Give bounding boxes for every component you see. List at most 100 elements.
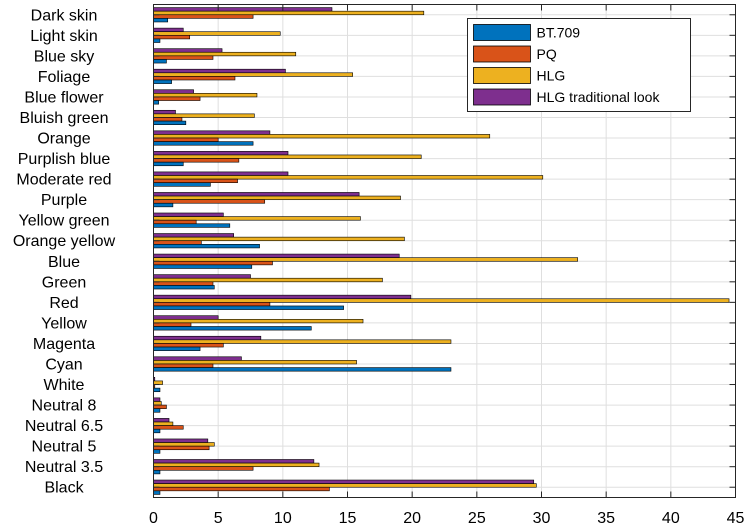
bar (153, 31, 281, 36)
bar (153, 79, 172, 84)
bar (153, 302, 271, 307)
bar (153, 408, 161, 413)
category-label: Yellow (41, 315, 87, 332)
bar (153, 117, 183, 122)
category-label: Green (42, 274, 86, 291)
bar (153, 298, 730, 303)
bar (153, 449, 161, 454)
x-tick-label: 25 (468, 510, 486, 527)
x-tick-label: 10 (274, 510, 292, 527)
bar (153, 459, 315, 464)
bar (153, 425, 184, 430)
bar (153, 212, 224, 217)
bar (153, 277, 383, 283)
category-label: Dark skin (31, 7, 98, 24)
bar (153, 38, 161, 43)
x-tick-label: 35 (597, 510, 615, 527)
bar (153, 35, 191, 40)
bar (153, 48, 223, 53)
bar (153, 469, 161, 475)
bar (153, 55, 214, 60)
bar (153, 223, 231, 228)
bar (153, 486, 330, 492)
bar (153, 387, 161, 393)
bar (153, 51, 297, 57)
bar (153, 158, 240, 163)
bar (153, 346, 201, 351)
bar (153, 445, 210, 451)
bar (153, 68, 286, 74)
bar (153, 175, 544, 180)
bar (153, 236, 405, 242)
bar (153, 322, 192, 327)
bar (153, 240, 202, 245)
legend-swatch (473, 45, 531, 63)
bar (153, 360, 357, 365)
bar (153, 462, 320, 467)
category-label: Magenta (33, 336, 95, 353)
bar (153, 404, 167, 409)
bar (153, 380, 163, 385)
bar (153, 397, 161, 402)
bar (153, 7, 333, 12)
bar (153, 233, 234, 238)
bar (153, 483, 537, 488)
bar (153, 151, 289, 156)
bar (153, 178, 238, 184)
category-label: Purple (41, 192, 87, 209)
x-tick-label: 45 (727, 510, 745, 527)
bar (153, 130, 271, 135)
bar (153, 260, 273, 266)
bar (153, 257, 579, 262)
bar (153, 264, 253, 269)
bar (153, 72, 353, 77)
bar (153, 421, 174, 426)
x-tick-labels: 0 5 10 15 20 25 30 35 40 45 (149, 510, 744, 527)
category-label: White (44, 377, 85, 394)
legend-swatch (473, 88, 531, 106)
category-label: Blue flower (24, 89, 104, 106)
bar (153, 192, 360, 197)
bar (153, 335, 262, 341)
legend-entry: HLG traditional look (537, 89, 661, 105)
tick-marks (153, 4, 736, 498)
bar (153, 244, 260, 249)
legend: BT.709 PQ HLG HLG traditional look (467, 18, 691, 112)
x-tick-label: 30 (533, 510, 551, 527)
bar (153, 89, 194, 94)
x-tick-label: 40 (662, 510, 680, 527)
bar (153, 339, 452, 344)
x-tick-label: 15 (339, 510, 357, 527)
bar (153, 401, 162, 406)
bar (153, 182, 211, 187)
x-tick-label: 0 (149, 510, 158, 527)
category-label: Bluish green (20, 110, 109, 127)
bar (153, 305, 344, 310)
bar (153, 356, 242, 361)
bar (153, 199, 266, 204)
bar (153, 466, 254, 471)
category-label: Red (49, 295, 78, 312)
category-label: Light skin (30, 28, 98, 45)
bar (153, 219, 197, 225)
bar (153, 154, 422, 159)
axes-box (153, 4, 736, 498)
category-labels: Dark skin Light skin Blue sky Foliage Blue f… (13, 7, 116, 496)
category-label: Blue sky (34, 48, 94, 65)
bar (153, 134, 491, 139)
bar (153, 171, 289, 176)
category-label: Yellow green (18, 213, 109, 230)
bar (153, 315, 219, 320)
bar (153, 18, 169, 23)
bar (153, 96, 201, 101)
bar (153, 294, 412, 300)
bar (153, 120, 187, 125)
category-label: Neutral 3.5 (25, 459, 103, 476)
category-label: Cyan (45, 356, 82, 373)
bar (153, 418, 170, 423)
bar (153, 318, 364, 324)
legend-entry: HLG (537, 68, 566, 84)
bar (153, 141, 254, 146)
bar (153, 14, 254, 19)
